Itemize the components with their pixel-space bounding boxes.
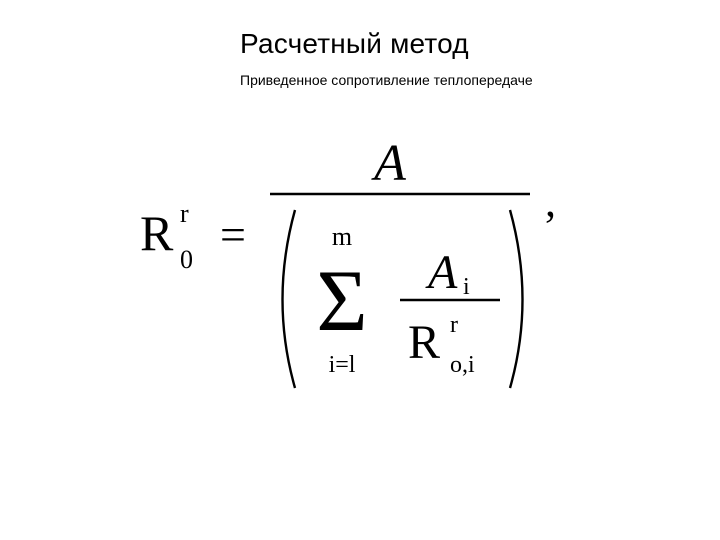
- page-title: Расчетный метод: [240, 28, 469, 60]
- inner-num-sub: i: [463, 274, 470, 300]
- sum-upper: m: [332, 222, 352, 251]
- sum-lower: i=l: [329, 352, 356, 378]
- equals-sign: =: [220, 209, 246, 260]
- slide: Расчетный метод Приведенное сопротивлени…: [0, 0, 720, 540]
- inner-den-sup: r: [450, 312, 458, 338]
- trailing-comma: ,: [545, 177, 556, 226]
- lhs-sup: r: [180, 199, 189, 228]
- right-paren: [510, 210, 523, 388]
- left-paren: [283, 210, 296, 388]
- inner-den-sub: o,i: [450, 352, 475, 378]
- lhs-base: R: [140, 205, 174, 261]
- sum-symbol: Σ: [316, 253, 367, 350]
- inner-num-base: A: [425, 246, 458, 299]
- inner-den-base: R: [408, 316, 440, 369]
- lhs-sub: 0: [180, 245, 193, 274]
- page-subtitle: Приведенное сопротивление теплопередаче: [240, 72, 533, 88]
- numerator: A: [371, 135, 406, 192]
- formula-block: R r 0 = A m Σ i=l A i R r o,i: [130, 110, 570, 400]
